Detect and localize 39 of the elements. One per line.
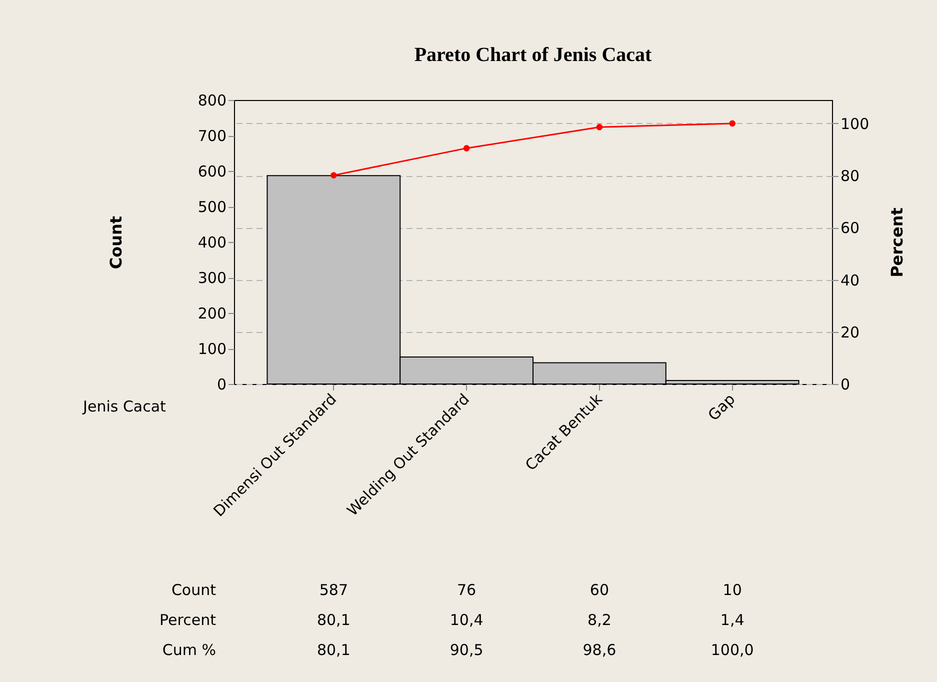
y2-axis-title: Percent	[888, 207, 906, 278]
y-tick-label: 600	[198, 162, 226, 180]
point	[729, 120, 736, 127]
data-label: 90,5	[450, 641, 484, 659]
chart-title: Pareto Chart of Jenis Cacat	[414, 44, 652, 66]
y-tick-label: 0	[216, 376, 226, 394]
data-label: 76	[457, 581, 476, 599]
y-tick-label: 200	[198, 304, 226, 322]
y2-tick-label: 20	[840, 323, 860, 342]
text: 8,2	[588, 611, 612, 629]
text: 80,1	[316, 611, 350, 629]
data-label: 98,6	[582, 641, 616, 659]
text: Cum %	[162, 641, 216, 659]
y2-tick-label: 80	[840, 167, 860, 186]
point	[596, 124, 603, 130]
data-label: 60	[590, 581, 609, 599]
y2-tick-label: 60	[840, 219, 860, 238]
point	[463, 145, 470, 152]
y-tick-label: 500	[198, 198, 226, 216]
y-tick-label: 300	[198, 269, 226, 287]
text: Count	[171, 581, 216, 599]
y2-tick-label: 0	[840, 376, 850, 394]
text: 1,4	[720, 611, 744, 629]
y-tick-label: 100	[198, 340, 226, 358]
point	[330, 172, 337, 178]
y2-tick-label: 40	[840, 271, 860, 290]
text: 10,4	[450, 611, 484, 629]
data-label: 587	[319, 581, 348, 599]
y2-tick-label: 100	[840, 114, 870, 133]
x-tick-label: Gap	[704, 390, 739, 424]
y-tick-label: 700	[198, 127, 226, 145]
x-axis-title: Jenis Cacat	[82, 398, 166, 416]
y-tick-label: 800	[198, 92, 226, 110]
data-label: 10	[722, 581, 742, 599]
text: Percent	[160, 611, 216, 629]
data-label: 80,1	[316, 641, 350, 659]
data-label: 100,0	[710, 641, 754, 659]
y-tick-label: 400	[198, 234, 226, 252]
y-axis-title: Count	[106, 216, 126, 270]
